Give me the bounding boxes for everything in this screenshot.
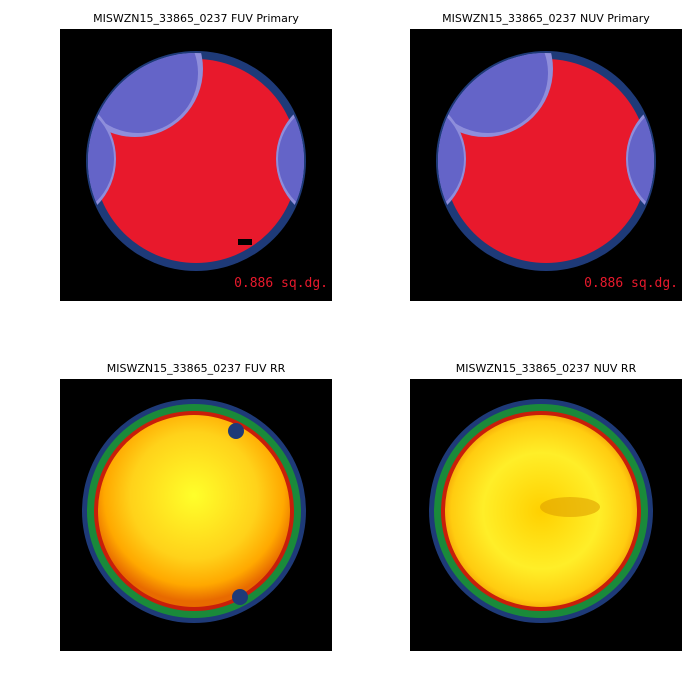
rr-center <box>445 415 637 607</box>
notch <box>238 239 252 245</box>
fuv-rr-title: MISWZN15_33865_0237 FUV RR <box>106 362 286 375</box>
rr-notch-top <box>228 423 244 439</box>
area-label: 0.886 sq.dg. <box>584 276 678 291</box>
nuv-primary-panel: 0.886 sq.dg. <box>410 29 682 301</box>
nuv-rr-panel <box>410 379 682 651</box>
fuv-primary-title: MISWZN15_33865_0237 FUV Primary <box>93 12 299 25</box>
fuv-primary-panel: 0.886 sq.dg. <box>60 29 332 301</box>
rr-notch-bottom <box>232 589 248 605</box>
nuv-rr-title: MISWZN15_33865_0237 NUV RR <box>455 362 637 375</box>
rr-artifact <box>540 497 600 517</box>
fuv-primary-image <box>86 51 306 271</box>
overlap-top-left-inner <box>438 53 548 133</box>
nuv-primary-image <box>436 51 656 271</box>
nuv-rr-image <box>429 399 653 623</box>
area-label: 0.886 sq.dg. <box>234 276 328 291</box>
fuv-rr-image <box>82 399 306 623</box>
fuv-rr-panel <box>60 379 332 651</box>
nuv-primary-title: MISWZN15_33865_0237 NUV Primary <box>442 12 650 25</box>
rr-center <box>98 415 290 607</box>
overlap-top-left-inner <box>88 53 198 133</box>
